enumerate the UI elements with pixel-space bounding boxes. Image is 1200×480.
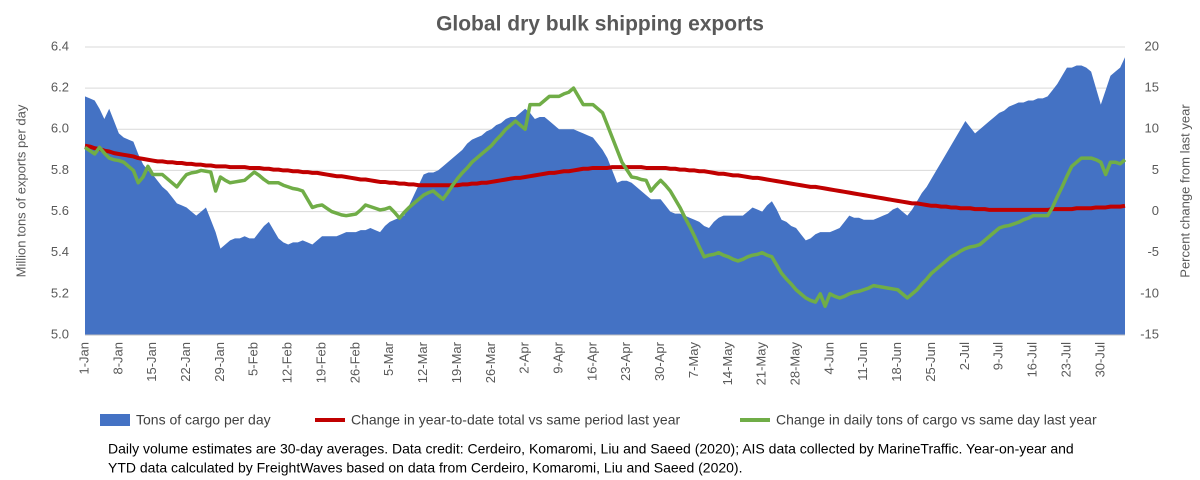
x-tick-label: 28-May	[788, 342, 803, 386]
x-tick-label: 11-Jun	[855, 342, 870, 381]
x-tick-label: 2-Apr	[517, 341, 532, 373]
y-tick-label: 5.0	[51, 326, 69, 341]
y2-tick-label: 15	[1145, 80, 1159, 95]
y2-tick-label: 20	[1145, 38, 1159, 53]
x-tick-label: 21-May	[754, 342, 769, 386]
legend-swatch	[100, 414, 130, 426]
x-tick-label: 16-Apr	[584, 341, 599, 381]
x-tick-label: 26-Feb	[347, 342, 362, 383]
x-tick-label: 25-Jun	[923, 342, 938, 382]
y2-tick-label: 0	[1152, 203, 1159, 218]
x-tick-label: 1-Jan	[76, 342, 91, 375]
y-tick-label: 5.2	[51, 285, 69, 300]
y-axis-title: Million tons of exports per day	[13, 104, 28, 277]
x-tick-label: 4-Jun	[821, 342, 836, 375]
y-tick-label: 5.4	[51, 244, 69, 259]
y2-axis-title: Percent change from last year	[1177, 104, 1192, 278]
area	[85, 57, 1125, 336]
note: YTD data calculated by FreightWaves base…	[108, 460, 742, 476]
x-tick-label: 29-Jan	[212, 342, 227, 382]
x-tick-label: 12-Mar	[415, 341, 430, 383]
x-tick-label: 5-Mar	[381, 341, 396, 376]
x-tick-label: 18-Jun	[889, 342, 904, 382]
y-tick-label: 6.0	[51, 121, 69, 136]
legend-label: Tons of cargo per day	[136, 412, 271, 428]
x-tick-label: 23-Jul	[1058, 342, 1073, 378]
chart-title: Global dry bulk shipping exports	[436, 13, 764, 36]
x-tick-label: 30-Jul	[1092, 342, 1107, 378]
x-tick-label: 15-Jan	[144, 342, 159, 382]
y-tick-label: 6.2	[51, 80, 69, 95]
x-tick-label: 2-Jul	[957, 342, 972, 370]
y2-tick-label: -10	[1140, 285, 1159, 300]
x-tick-label: 9-Jul	[991, 342, 1006, 370]
x-tick-label: 12-Feb	[280, 342, 295, 383]
y2-tick-label: 5	[1152, 162, 1159, 177]
line	[84, 143, 1126, 212]
x-tick-label: 30-Apr	[652, 341, 667, 381]
x-tick-label: 14-May	[720, 342, 735, 386]
x-tick-label: 19-Mar	[449, 341, 464, 383]
x-tick-label: 7-May	[686, 342, 701, 379]
x-tick-label: 19-Feb	[313, 342, 328, 383]
y2-tick-label: -15	[1140, 326, 1159, 341]
y-tick-label: 6.4	[51, 38, 69, 53]
x-tick-label: 22-Jan	[178, 342, 193, 382]
y-tick-label: 5.8	[51, 162, 69, 177]
legend-label: Change in daily tons of cargo vs same da…	[776, 412, 1097, 428]
x-tick-label: 26-Mar	[483, 341, 498, 383]
legend-label: Change in year-to-date total vs same per…	[351, 412, 681, 428]
note: Daily volume estimates are 30-day averag…	[108, 441, 1074, 457]
y-tick-label: 5.6	[51, 203, 69, 218]
x-tick-label: 23-Apr	[618, 341, 633, 381]
y2-tick-label: -5	[1147, 244, 1159, 259]
line	[84, 86, 1127, 308]
x-tick-label: 8-Jan	[110, 342, 125, 375]
y2-tick-label: 10	[1145, 121, 1159, 136]
x-tick-label: 9-Apr	[550, 341, 565, 373]
x-tick-label: 16-Jul	[1025, 342, 1040, 378]
x-tick-label: 5-Feb	[246, 342, 261, 376]
